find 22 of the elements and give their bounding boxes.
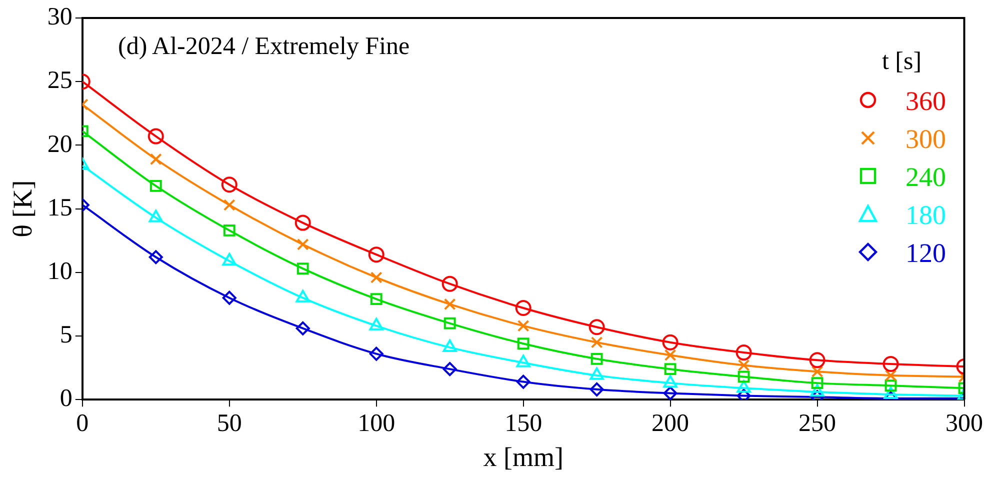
x-tick-label: 150	[504, 410, 542, 438]
legend-label: 360	[906, 86, 946, 116]
x-tick-label: 250	[798, 410, 836, 438]
y-tick-label: 25	[47, 67, 72, 94]
y-tick-label: 20	[47, 130, 72, 158]
y-tick-label: 10	[47, 258, 72, 285]
y-tick-label: 15	[47, 194, 72, 222]
legend-label: 120	[906, 238, 946, 268]
x-tick-label: 300	[946, 410, 983, 438]
y-axis-title: θ [K]	[7, 180, 38, 238]
x-tick-label: 200	[652, 410, 690, 438]
legend-title: t [s]	[880, 48, 923, 76]
y-tick-label: 0	[60, 385, 72, 412]
legend-label: 180	[906, 200, 946, 230]
x-axis-title: x [mm]	[483, 442, 564, 472]
legend-label: 300	[906, 124, 946, 154]
text: (d) Al-2024 / Extremely Fine	[118, 33, 410, 61]
y-tick-label: 5	[60, 322, 72, 349]
x-tick-label: 100	[358, 410, 396, 438]
x-tick-label: 50	[216, 410, 242, 438]
y-tick-label: 30	[47, 4, 72, 31]
legend-label: 240	[906, 162, 946, 192]
